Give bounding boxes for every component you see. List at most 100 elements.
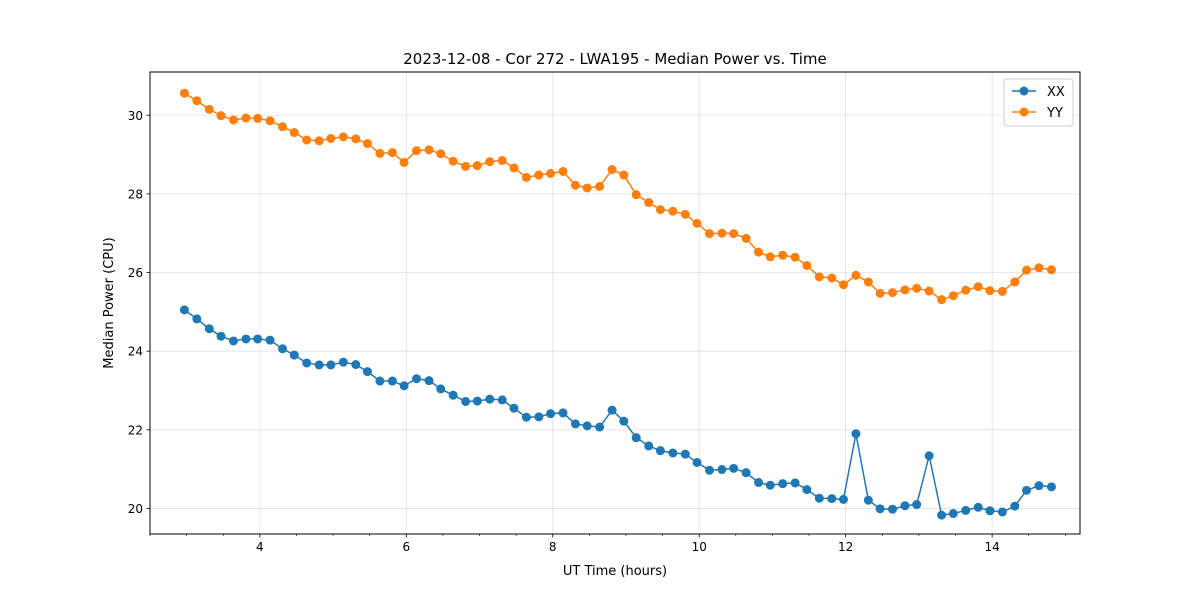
x-tick-label: 14 — [984, 540, 999, 554]
data-point-xx — [668, 448, 678, 458]
data-point-xx — [754, 477, 764, 487]
series-xx — [179, 305, 1056, 520]
chart-title: 2023-12-08 - Cor 272 - LWA195 - Median P… — [403, 50, 827, 68]
data-point-xx — [302, 358, 312, 368]
y-tick-label: 20 — [128, 502, 143, 516]
legend-label-yy: YY — [1046, 106, 1063, 121]
data-point-yy — [509, 163, 519, 173]
data-point-yy — [717, 228, 727, 238]
data-point-yy — [754, 247, 764, 257]
data-point-yy — [1022, 265, 1032, 275]
data-point-yy — [765, 252, 775, 262]
data-point-xx — [997, 507, 1007, 517]
data-point-xx — [216, 331, 226, 341]
y-tick-label: 30 — [128, 109, 143, 123]
data-point-xx — [375, 376, 385, 386]
data-point-yy — [692, 218, 702, 228]
data-point-yy — [228, 115, 238, 125]
data-point-yy — [265, 116, 275, 126]
data-point-xx — [741, 468, 751, 478]
data-point-yy — [778, 250, 788, 260]
data-point-xx — [704, 465, 714, 475]
data-point-xx — [900, 501, 910, 511]
data-point-yy — [351, 134, 361, 144]
data-point-xx — [546, 409, 556, 419]
data-point-yy — [497, 155, 507, 165]
data-point-yy — [387, 148, 397, 158]
data-point-yy — [412, 146, 422, 156]
x-tick-label: 12 — [838, 540, 853, 554]
data-point-yy — [570, 180, 580, 190]
data-point-xx — [802, 485, 812, 495]
data-point-xx — [436, 384, 446, 394]
x-tick-label: 10 — [692, 540, 707, 554]
data-point-xx — [228, 336, 238, 346]
data-point-xx — [1046, 482, 1056, 492]
data-point-xx — [838, 494, 848, 504]
data-point-yy — [314, 136, 324, 146]
data-point-yy — [863, 277, 873, 287]
data-point-xx — [472, 396, 482, 406]
data-point-yy — [900, 285, 910, 295]
data-point-yy — [424, 145, 434, 155]
data-point-xx — [937, 510, 947, 520]
data-point-yy — [741, 233, 751, 243]
data-point-xx — [644, 441, 654, 451]
data-point-xx — [558, 408, 568, 418]
data-point-yy — [302, 135, 312, 145]
data-point-xx — [729, 463, 739, 473]
data-point-xx — [314, 360, 324, 370]
data-point-yy — [558, 166, 568, 176]
data-point-xx — [192, 314, 202, 324]
data-point-yy — [912, 283, 922, 293]
data-point-xx — [973, 502, 983, 512]
data-point-xx — [521, 412, 531, 422]
x-tick-label: 8 — [549, 540, 557, 554]
data-point-xx — [924, 451, 934, 461]
data-point-yy — [985, 286, 995, 296]
data-point-yy — [802, 260, 812, 270]
data-point-xx — [278, 344, 288, 354]
x-tick-label: 4 — [256, 540, 264, 554]
data-point-yy — [838, 280, 848, 290]
data-point-xx — [595, 422, 605, 432]
data-point-yy — [338, 132, 348, 142]
data-point-yy — [644, 198, 654, 208]
data-point-xx — [1034, 481, 1044, 491]
data-point-xx — [863, 495, 873, 505]
x-tick-label: 6 — [402, 540, 410, 554]
data-point-yy — [375, 148, 385, 158]
data-point-yy — [485, 157, 495, 167]
data-point-xx — [338, 357, 348, 367]
data-point-xx — [680, 449, 690, 459]
data-point-yy — [582, 183, 592, 193]
data-point-yy — [924, 286, 934, 296]
data-point-xx — [289, 350, 299, 360]
data-point-xx — [765, 480, 775, 490]
data-point-yy — [289, 128, 299, 138]
data-point-yy — [827, 273, 837, 283]
legend-marker-xx — [1019, 86, 1029, 96]
data-point-yy — [814, 272, 824, 282]
data-point-xx — [461, 396, 471, 406]
data-point-xx — [875, 504, 885, 514]
data-point-xx — [961, 505, 971, 515]
data-point-xx — [985, 506, 995, 516]
data-point-xx — [790, 478, 800, 488]
data-point-yy — [241, 113, 251, 123]
data-point-xx — [399, 381, 409, 391]
x-axis-label: UT Time (hours) — [563, 564, 667, 579]
data-point-xx — [241, 334, 251, 344]
data-point-xx — [387, 376, 397, 386]
y-tick-label: 22 — [128, 423, 143, 437]
plot-frame — [149, 71, 1081, 535]
data-point-xx — [253, 334, 263, 344]
y-tick-label: 28 — [128, 187, 143, 201]
legend-marker-yy — [1019, 107, 1029, 117]
data-point-yy — [253, 113, 263, 123]
data-point-yy — [680, 209, 690, 219]
data-point-yy — [607, 165, 617, 175]
data-point-yy — [704, 229, 714, 239]
legend-label-xx: XX — [1047, 85, 1065, 100]
data-point-xx — [424, 376, 434, 386]
